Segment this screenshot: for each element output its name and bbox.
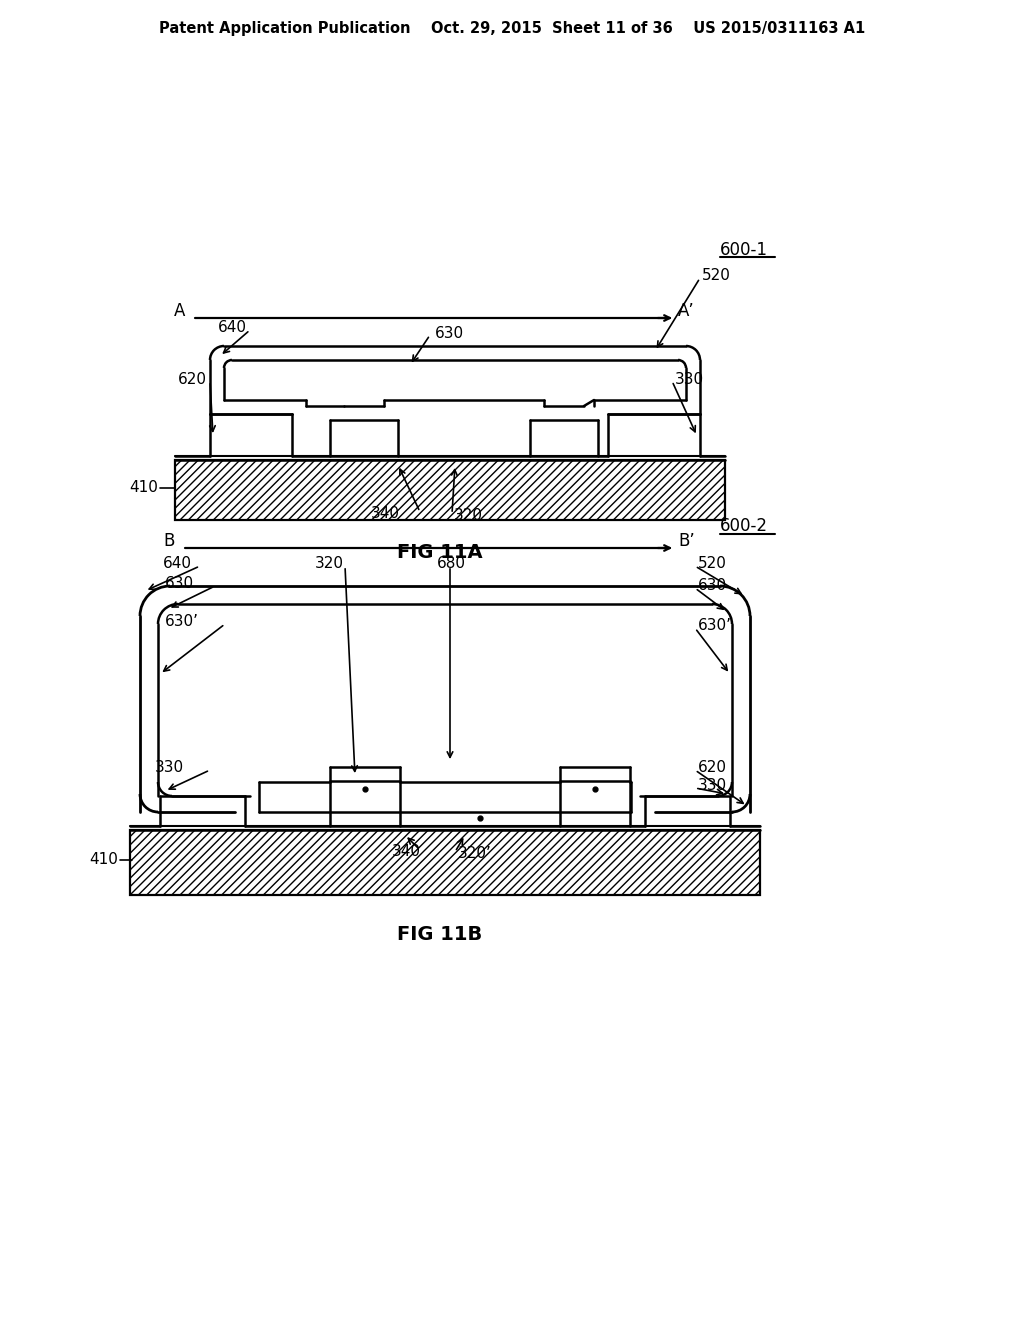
Text: 600-1: 600-1 — [720, 242, 768, 259]
Text: 620: 620 — [178, 372, 207, 388]
Text: 640: 640 — [218, 319, 247, 334]
Text: 340: 340 — [371, 507, 400, 521]
Text: 320’: 320’ — [458, 846, 492, 862]
Text: 340: 340 — [392, 845, 421, 859]
Text: 520: 520 — [702, 268, 731, 284]
Text: 630: 630 — [165, 577, 195, 591]
Text: 630’: 630’ — [165, 615, 199, 630]
Text: FIG 11A: FIG 11A — [397, 543, 482, 561]
Text: 330: 330 — [675, 371, 705, 387]
Text: Patent Application Publication    Oct. 29, 2015  Sheet 11 of 36    US 2015/03111: Patent Application Publication Oct. 29, … — [159, 21, 865, 36]
Text: 620: 620 — [698, 760, 727, 776]
Text: 680: 680 — [437, 556, 466, 570]
Text: 330: 330 — [698, 779, 727, 793]
Bar — [175, 459, 725, 520]
Text: A: A — [174, 302, 185, 319]
Text: 520: 520 — [698, 557, 727, 572]
Text: 320: 320 — [454, 508, 483, 524]
Text: 630’: 630’ — [698, 619, 732, 634]
Text: 410: 410 — [129, 480, 158, 495]
Bar — [130, 830, 760, 895]
Text: 410: 410 — [89, 853, 118, 867]
Text: 600-2: 600-2 — [720, 517, 768, 535]
Text: 320: 320 — [315, 556, 344, 570]
Text: B: B — [164, 532, 175, 550]
Text: FIG 11B: FIG 11B — [397, 925, 482, 945]
Text: A’: A’ — [678, 302, 694, 319]
Text: 630: 630 — [435, 326, 464, 341]
Text: 330: 330 — [155, 760, 184, 776]
Text: 640: 640 — [163, 557, 193, 572]
Text: 630: 630 — [698, 578, 727, 594]
Text: B’: B’ — [678, 532, 694, 550]
